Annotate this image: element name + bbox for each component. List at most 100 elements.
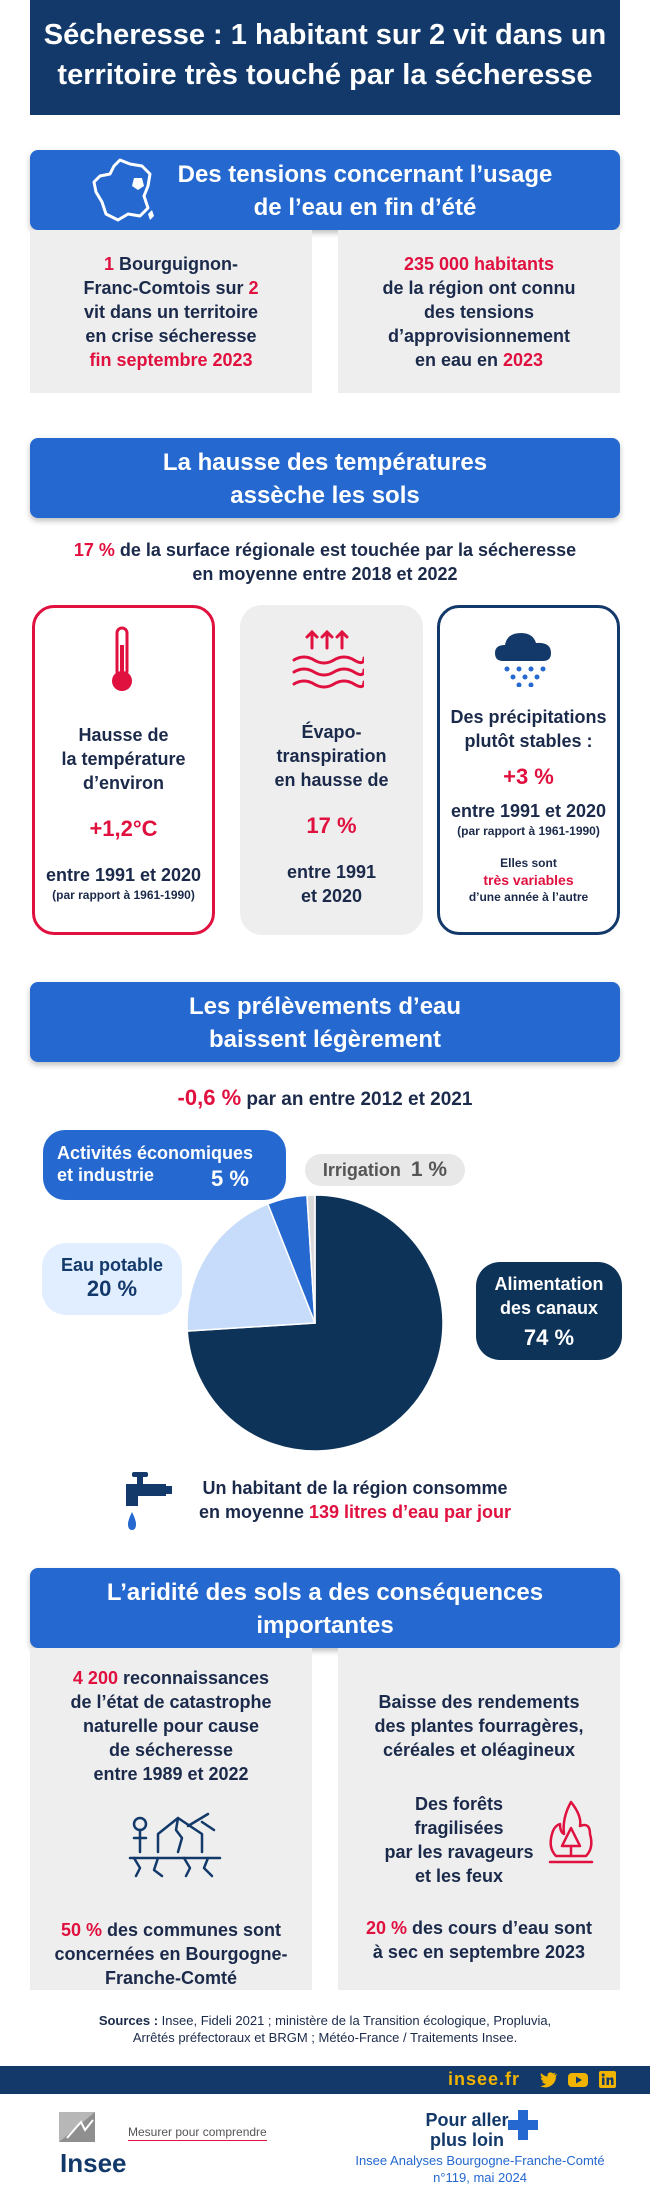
label-canals-line2: des canaux — [499, 1298, 599, 1318]
footer-bar: insee.fr — [0, 2066, 650, 2094]
section2-intro: 17 % de la surface régionale est touchée… — [30, 538, 620, 586]
withdrawals-pie-chart — [186, 1194, 444, 1452]
consumption-line1: Un habitant de la région consomme — [202, 1478, 508, 1498]
temp-line3: d’environ — [82, 773, 164, 793]
label-canals-line1: Alimentation — [494, 1274, 604, 1294]
label-irrigation-name: Irrigation — [322, 1160, 401, 1180]
evapo-line1: Évapo- — [301, 722, 362, 742]
sources: Sources : Insee, Fideli 2021 ; ministère… — [30, 2012, 620, 2046]
insee-logo-text: Insee — [60, 2148, 127, 2178]
sources-line2: Arrêtés préfectoraux et BRGM ; Météo-Fra… — [132, 2030, 518, 2045]
card-right-text4: d’approvisionnement — [387, 326, 571, 346]
youtube-icon[interactable] — [568, 2072, 588, 2088]
section1-title-line2: de l’eau en fin d’été — [253, 194, 477, 221]
precip-line3: entre 1991 et 2020 — [450, 801, 607, 821]
trend-text: par an entre 2012 et 2021 — [241, 1089, 473, 1110]
section3-title-line2: baissent légèrement — [208, 1026, 442, 1053]
communes-text3: Franche-Comté — [104, 1968, 238, 1988]
catastrophe-text4: de sécheresse — [108, 1740, 234, 1760]
consumption-line2: en moyenne — [198, 1502, 309, 1522]
card-right-text1: 235 000 habitants — [403, 254, 555, 274]
card-right-year: 2023 — [502, 350, 544, 370]
temp-line4: entre 1991 et 2020 — [45, 865, 202, 885]
communes-text2: concernées en Bourgogne- — [54, 1944, 288, 1964]
evaporation-icon — [292, 629, 364, 689]
forests-text2: fragilisées — [414, 1818, 504, 1838]
label-canals-value: 74 % — [523, 1325, 575, 1350]
label-drinking-water-name: Eau potable — [60, 1255, 163, 1275]
yields-text1: Baisse des rendements — [378, 1692, 580, 1712]
precip-line4: (par rapport à 1961-1990) — [457, 824, 600, 838]
temp-line1: Hausse de — [78, 725, 169, 745]
card-one-in-two: 1 Bourguignon- Franc-Comtois sur 2 vit d… — [30, 230, 312, 393]
label-drinking-water-value: 20 % — [86, 1276, 138, 1301]
intro-pct: 17 % — [73, 540, 115, 560]
card-right-text2: de la région ont connu — [382, 278, 576, 298]
temperature-card: Hausse de la température d’environ +1,2°… — [32, 605, 215, 935]
label-industry-line2: et industrie — [57, 1165, 155, 1185]
label-industry-value: 5 % — [211, 1166, 249, 1191]
evapo-line2: transpiration — [276, 746, 387, 766]
forests-text3: par les ravageurs — [384, 1842, 534, 1862]
label-drinking-water: Eau potable 20 % — [42, 1243, 182, 1315]
section3-banner: Les prélèvements d’eau baissent légèreme… — [30, 982, 620, 1062]
evapo-line5: et 2020 — [300, 886, 363, 906]
publication-line2: n°119, mai 2024 — [433, 2170, 527, 2185]
sources-line1: Insee, Fideli 2021 ; ministère de la Tra… — [158, 2013, 552, 2028]
card-yields: Baisse des rendements des plantes fourra… — [338, 1648, 620, 1990]
withdrawal-trend: -0,6 % par an entre 2012 et 2021 — [30, 1085, 620, 1113]
temp-value: +1,2°C — [89, 816, 158, 841]
footer-site-link[interactable]: insee.fr — [448, 2069, 521, 2089]
communes-text1: des communes sont — [101, 1920, 282, 1940]
forests-text4: et les feux — [414, 1866, 504, 1886]
water-tap-icon — [126, 1472, 172, 1530]
yields-text2: des plantes fourragères, — [374, 1716, 584, 1736]
precip-line2: plutôt stables : — [464, 731, 593, 751]
evapo-line3: en hausse de — [274, 770, 389, 790]
publication-line1: Insee Analyses Bourgogne-Franche-Comté — [355, 2153, 605, 2168]
section1-banner: Des tensions concernant l’usage de l’eau… — [30, 150, 620, 230]
card-left-num2: 2 — [248, 278, 259, 298]
main-title: Sécheresse : 1 habitant sur 2 vit dans u… — [30, 0, 620, 115]
consumption-value: 139 litres d’eau par jour — [308, 1502, 512, 1522]
publication-reference: Insee Analyses Bourgogne-Franche-Comté n… — [330, 2152, 630, 2186]
rivers-pct: 20 % — [365, 1918, 407, 1938]
card-left-text1: Bourguignon- — [114, 254, 238, 274]
thermometer-icon — [112, 626, 132, 691]
france-map-icon — [92, 158, 154, 222]
precip-line1: Des précipitations — [450, 707, 607, 727]
card-left-text4: en crise sécheresse — [85, 326, 257, 346]
sources-label: Sources : — [98, 2013, 159, 2028]
label-industry: Activités économiques et industrie 5 % — [43, 1130, 286, 1200]
precip-line6: très variables — [483, 872, 574, 888]
card-left-text5: fin septembre 2023 — [89, 350, 253, 370]
catastrophe-text3: naturelle pour cause — [82, 1716, 260, 1736]
label-irrigation-value: 1 % — [410, 1158, 448, 1181]
plus-icon — [508, 2110, 538, 2140]
cracked-house-icon — [128, 1812, 222, 1878]
twitter-icon[interactable] — [540, 2072, 558, 2088]
trend-value: -0,6 % — [177, 1085, 242, 1110]
section4-banner: L’aridité des sols a des conséquences im… — [30, 1568, 620, 1648]
more-info-line1: Pour aller — [425, 2110, 509, 2130]
section4-title-line1: L’aridité des sols a des conséquences — [106, 1579, 544, 1606]
linkedin-icon[interactable] — [599, 2071, 616, 2088]
more-info-link[interactable]: Pour aller plus loin — [402, 2110, 532, 2150]
intro-text1: de la surface régionale est touchée par … — [114, 540, 577, 560]
pie-slice-drinking-water — [186, 1203, 317, 1332]
consumption-text: Un habitant de la région consomme en moy… — [170, 1476, 540, 1524]
precipitation-card: Des précipitations plutôt stables : +3 %… — [437, 605, 620, 935]
catastrophe-text5: entre 1989 et 2022 — [93, 1764, 249, 1784]
forests-text1: Des forêts — [414, 1794, 504, 1814]
forest-fire-icon — [548, 1800, 594, 1864]
catastrophe-text1: reconnaissances — [117, 1668, 270, 1688]
precip-line7: d’une année à l’autre — [468, 890, 589, 904]
card-catastrophe: 4 200 reconnaissances de l’état de catas… — [30, 1648, 312, 1990]
intro-text2: en moyenne entre 2018 et 2022 — [192, 564, 458, 584]
yields-text3: céréales et oléagineux — [382, 1740, 576, 1760]
section4-title-line2: importantes — [256, 1612, 394, 1639]
card-left-num1: 1 — [104, 254, 115, 274]
communes-pct: 50 % — [60, 1920, 102, 1940]
temp-line2: la température — [61, 749, 186, 769]
insee-tagline: Mesurer pour comprendre — [128, 2125, 267, 2141]
